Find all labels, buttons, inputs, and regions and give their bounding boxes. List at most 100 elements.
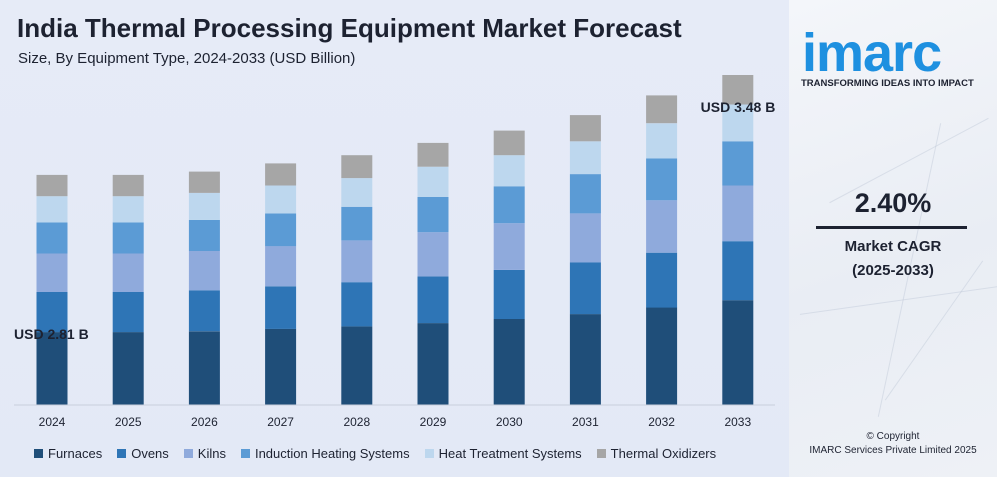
legend-swatch (596, 449, 606, 458)
bar-2029-kilns (417, 232, 449, 277)
bar-2031-heat-treatment-systems (569, 141, 601, 175)
stacked-bar-chart: 2024 2025 2026 2027 2028 2029 2030 2031 2032 2033… (14, 75, 776, 429)
bar-2029-induction-heating-systems (417, 197, 449, 233)
bar-2029-heat-treatment-systems (417, 166, 449, 197)
bar-2024-kilns (36, 253, 68, 292)
bar-2032-kilns (646, 200, 678, 253)
bar-2032-ovens (646, 252, 678, 308)
bar-2033-induction-heating-systems (722, 141, 754, 186)
legend-item: Kilns (183, 446, 226, 461)
x-tick-label: 2030 (496, 415, 523, 429)
legend-item: Ovens (117, 446, 169, 461)
legend-label: Heat Treatment Systems (438, 446, 582, 461)
bar-2027-heat-treatment-systems (265, 185, 297, 214)
bar-2028-heat-treatment-systems (341, 178, 373, 207)
chart-subtitle: Size, By Equipment Type, 2024-2033 (USD … (18, 50, 356, 67)
x-tick-label: 2027 (267, 415, 294, 429)
bar-2033-kilns (722, 185, 754, 242)
company-name: IMARC Services Private Limited 2025 (809, 445, 977, 456)
cagr-divider (816, 226, 967, 229)
legend-swatch (240, 449, 250, 458)
bar-2033-furnaces (722, 300, 754, 405)
bar-2032-thermal-oxidizers (646, 95, 678, 124)
legend-swatch (117, 449, 127, 458)
bars-layer (36, 75, 754, 405)
bar-2029-ovens (417, 276, 449, 324)
legend-swatch (34, 449, 43, 458)
bar-2031-thermal-oxidizers (569, 115, 601, 142)
chart-title: India Thermal Processing Equipment Marke… (17, 13, 682, 43)
legend-label: Ovens (131, 446, 169, 461)
legend-item: Induction Heating Systems (240, 446, 410, 461)
bar-2033-heat-treatment-systems (722, 104, 754, 142)
cagr-value: 2.40% (854, 188, 932, 218)
end-value-label: USD 3.48 B (701, 99, 776, 115)
bar-2031-induction-heating-systems (569, 174, 601, 214)
start-value-label: USD 2.81 B (14, 326, 89, 342)
bar-2026-kilns (188, 251, 220, 291)
copyright-text: © Copyright (866, 431, 920, 442)
x-tick-label: 2024 (39, 415, 66, 429)
x-tick-labels: 2024 2025 2026 2027 2028 2029 2030 2031 2032 2033 (39, 415, 752, 429)
bar-2025-thermal-oxidizers (112, 174, 144, 197)
bar-2031-ovens (569, 262, 601, 315)
bar-2027-ovens (265, 286, 297, 329)
x-tick-label: 2028 (343, 415, 370, 429)
x-tick-label: 2025 (115, 415, 142, 429)
legend-item: Thermal Oxidizers (596, 446, 716, 461)
bar-2031-furnaces (569, 314, 601, 405)
legend-swatch (424, 449, 434, 458)
legend-label: Kilns (197, 446, 226, 461)
bar-2026-thermal-oxidizers (188, 171, 220, 193)
bar-2024-ovens (36, 292, 68, 333)
bar-2030-heat-treatment-systems (493, 155, 525, 187)
cagr-label: Market CAGR (844, 238, 942, 255)
bar-2030-furnaces (493, 319, 525, 405)
bar-2033-ovens (722, 241, 754, 301)
x-tick-label: 2031 (572, 415, 599, 429)
bar-2028-furnaces (341, 326, 373, 405)
bar-2032-heat-treatment-systems (646, 123, 678, 159)
x-tick-label: 2026 (191, 415, 218, 429)
legend-item: Heat Treatment Systems (424, 446, 582, 461)
bar-2027-thermal-oxidizers (265, 163, 297, 186)
decor-line (884, 260, 984, 401)
bar-2033-thermal-oxidizers (722, 75, 754, 105)
bar-2026-heat-treatment-systems (188, 192, 220, 220)
bar-2025-ovens (112, 292, 144, 333)
bar-2026-furnaces (188, 331, 220, 405)
bar-2024-thermal-oxidizers (36, 174, 68, 197)
bar-2025-heat-treatment-systems (112, 196, 144, 223)
bar-2030-kilns (493, 223, 525, 270)
bar-2025-furnaces (112, 332, 144, 405)
bar-2024-furnaces (36, 332, 68, 405)
bar-2025-kilns (112, 253, 144, 292)
bar-2028-kilns (341, 240, 373, 283)
bar-2026-induction-heating-systems (188, 219, 220, 251)
bar-2024-induction-heating-systems (36, 222, 68, 254)
bar-2029-thermal-oxidizers (417, 142, 449, 167)
bar-2029-furnaces (417, 323, 449, 405)
bar-2031-kilns (569, 213, 601, 263)
x-tick-label: 2033 (724, 415, 751, 429)
imarc-logo: imarc (802, 23, 942, 83)
x-tick-label: 2029 (420, 415, 447, 429)
x-tick-label: 2032 (648, 415, 675, 429)
cagr-period: (2025-2033) (852, 262, 934, 279)
chart-panel: India Thermal Processing Equipment Marke… (0, 0, 789, 477)
decor-line (799, 286, 997, 315)
logo-tagline: TRANSFORMING IDEAS INTO IMPACT (801, 78, 974, 89)
legend-item: Furnaces (34, 446, 102, 461)
bar-2026-ovens (188, 290, 220, 332)
bar-2027-kilns (265, 246, 297, 287)
bar-2028-thermal-oxidizers (341, 155, 373, 179)
bar-2032-furnaces (646, 307, 678, 405)
legend-label: Furnaces (48, 446, 103, 461)
bar-2024-heat-treatment-systems (36, 196, 68, 223)
chart-legend: Furnaces Ovens Kilns Induction Heating Syst… (34, 446, 731, 461)
bar-2025-induction-heating-systems (112, 222, 144, 254)
bar-2027-induction-heating-systems (265, 213, 297, 247)
bar-2030-induction-heating-systems (493, 186, 525, 224)
sidebar-panel: imarc TRANSFORMING IDEAS INTO IMPACT 2.4… (789, 0, 997, 477)
bar-2030-ovens (493, 269, 525, 319)
